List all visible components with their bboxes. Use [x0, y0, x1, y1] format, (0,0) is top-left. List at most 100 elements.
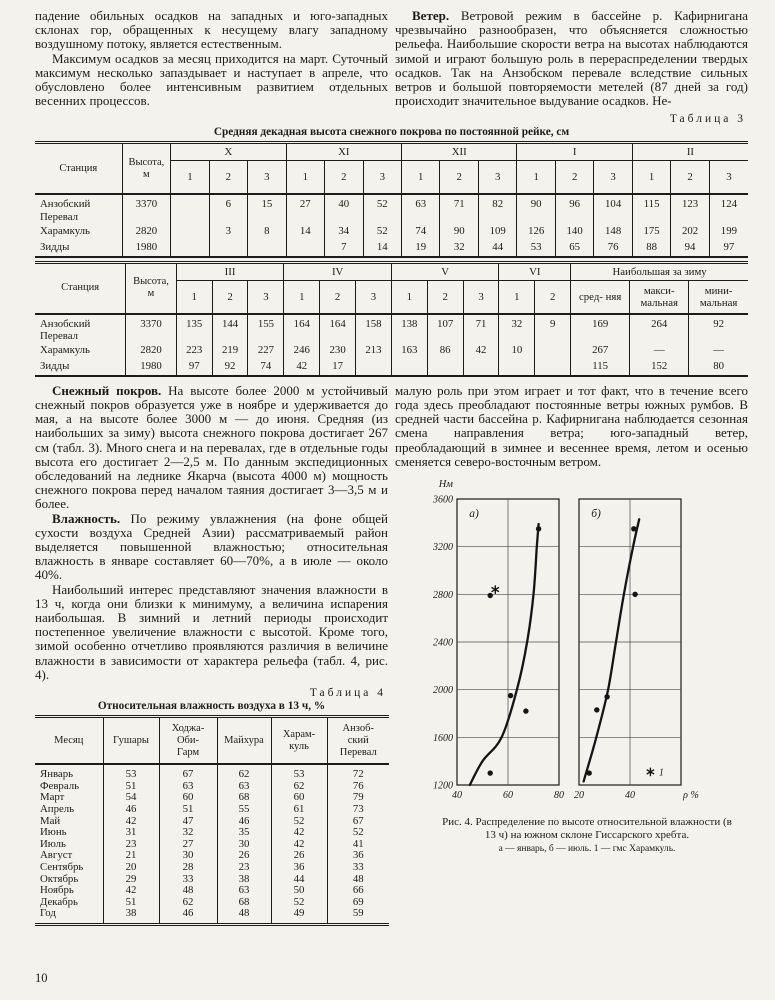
column-header: 2	[319, 280, 356, 315]
column-header: 1	[401, 160, 440, 196]
table-cell: 264	[629, 313, 689, 343]
table-cell: 76	[326, 780, 389, 793]
table-cell: 7	[324, 239, 364, 257]
table-cell: 71	[462, 313, 499, 343]
table-cell: 14	[362, 239, 402, 257]
table-cell: 42	[462, 342, 499, 359]
table-cell: 52	[362, 194, 402, 224]
paragraph: падение обильных осадков на западных и ю…	[35, 8, 388, 52]
column-header: 1	[631, 160, 671, 196]
month-cell: Февраль	[40, 779, 80, 792]
table-cell: 33	[326, 861, 389, 874]
table-cell: 62	[270, 780, 327, 793]
height-cell: 2820	[121, 223, 171, 240]
table3-label: Таблица 3	[669, 113, 746, 126]
column-header: V	[390, 262, 499, 281]
humidity-curve	[468, 522, 540, 787]
panel-b: 20 40 ρ % 1 б)	[574, 498, 699, 801]
data-table: Станция Высота, м III IV V VI Наибольшая за зи…	[35, 260, 748, 377]
table-cell	[426, 358, 464, 376]
column-header: Высота, м	[125, 262, 177, 315]
table-cell: 48	[158, 885, 217, 897]
table-cell	[285, 239, 325, 257]
axis-label: 1600	[433, 733, 453, 744]
table-cell: 63	[216, 885, 271, 897]
table-cell: —	[629, 342, 689, 359]
table-row: Май 42 47 46 52 67	[35, 815, 389, 828]
table-cell: 97	[708, 239, 748, 257]
column-header: VI	[498, 262, 571, 281]
star-marker	[646, 767, 655, 777]
table-cell: 29	[102, 873, 159, 886]
table-cell	[534, 358, 571, 376]
axis-label: 2400	[433, 637, 453, 648]
height-cell: 3370	[125, 313, 177, 343]
column-header: 3	[593, 160, 633, 196]
table-cell: 23	[216, 861, 271, 874]
table-cell	[355, 358, 392, 376]
axis-label: 40	[625, 790, 635, 801]
table-cell: 32	[439, 239, 479, 257]
column-header: 3	[462, 280, 499, 315]
column-header: 2	[211, 280, 248, 315]
data-point	[535, 526, 542, 532]
table-cell: 52	[326, 827, 389, 839]
table-cell: 115	[570, 358, 630, 376]
table-cell: 163	[390, 342, 428, 359]
paragraph: Наибольший интерес представляют значения…	[35, 581, 388, 682]
table-cell: 246	[283, 342, 320, 359]
data-point	[604, 694, 610, 700]
table-cell: 61	[270, 803, 327, 816]
table-cell	[170, 239, 210, 257]
table-cell	[170, 223, 210, 240]
table-cell: 33	[158, 873, 217, 886]
paragraph: малую роль при этом играет и тот факт, ч…	[395, 382, 748, 469]
table-cell: 79	[326, 792, 389, 805]
column-header: XI	[285, 142, 402, 162]
table-row: Анзобский Перевал 3370 135 144 155 164 164 158 1…	[35, 313, 748, 343]
bottom-columns: Снежный покров. На высоте более 2000 м у…	[35, 382, 748, 926]
height-cell: 3370	[121, 194, 171, 224]
table-cell: 23	[102, 838, 159, 851]
table-row: Декабрь 51 62 68 52 69	[35, 896, 389, 909]
table-cell: 20	[102, 861, 159, 874]
station-cell: Зидды	[40, 359, 70, 372]
table-cell: 69	[326, 896, 389, 909]
table-cell: 19	[401, 239, 440, 257]
table-cell: 3	[208, 223, 248, 240]
table-cell: 223	[175, 342, 213, 359]
axis-label: 60	[503, 790, 513, 801]
data-table: Станция Высота, м X XI XII I II 1 2 3 1 2 3 1 2 3 1 2 3 1 2 3…	[35, 141, 748, 258]
table-cell: 92	[688, 313, 748, 343]
table-cell: 36	[326, 850, 389, 862]
caption-text: Рис. 4. Распределение по высоте относите…	[442, 815, 732, 841]
table-cell	[390, 358, 428, 376]
table-cell: 49	[270, 908, 327, 925]
top-text-columns: падение обильных осадков на западных и ю…	[35, 8, 748, 108]
station-cell: Зидды	[40, 240, 70, 253]
column-header: сред- няя	[570, 280, 630, 315]
column-header: X	[170, 142, 287, 162]
table-cell: 67	[158, 764, 217, 781]
table-cell: 213	[355, 342, 392, 359]
month-cell: Апрель	[40, 803, 75, 816]
column-header: II	[631, 142, 748, 162]
column-header: 3	[362, 160, 402, 196]
table-cell	[534, 342, 571, 359]
table4-title: Относительная влажность воздуха в 13 ч, …	[97, 700, 326, 712]
table-row: Харамкуль 2820 3 8 14 34 52 74 90 109 126 140 148 175…	[35, 223, 748, 240]
figure-4: Нм 3600 3200 2800 2400 2000 1600 1200 40 60 80 а) 20…	[413, 473, 748, 856]
table-cell: 27	[285, 194, 325, 224]
table-row: Апрель 46 51 55 61 73	[35, 803, 389, 816]
table-cell: 71	[439, 194, 479, 224]
table-cell: 227	[247, 342, 284, 359]
bottom-left-column: Снежный покров. На высоте более 2000 м у…	[35, 383, 389, 926]
table-cell: 42	[102, 885, 159, 897]
month-cell: Июнь	[40, 826, 67, 839]
table-cell: 155	[247, 313, 284, 343]
column-header: Ходжа- Оби- Гарм	[158, 716, 217, 766]
table-cell: 169	[570, 313, 630, 343]
figure-4-plot: Нм 3600 3200 2800 2400 2000 1600 1200 40 60 80 а) 20…	[413, 473, 748, 812]
column-header: Харам- куль	[270, 716, 327, 766]
